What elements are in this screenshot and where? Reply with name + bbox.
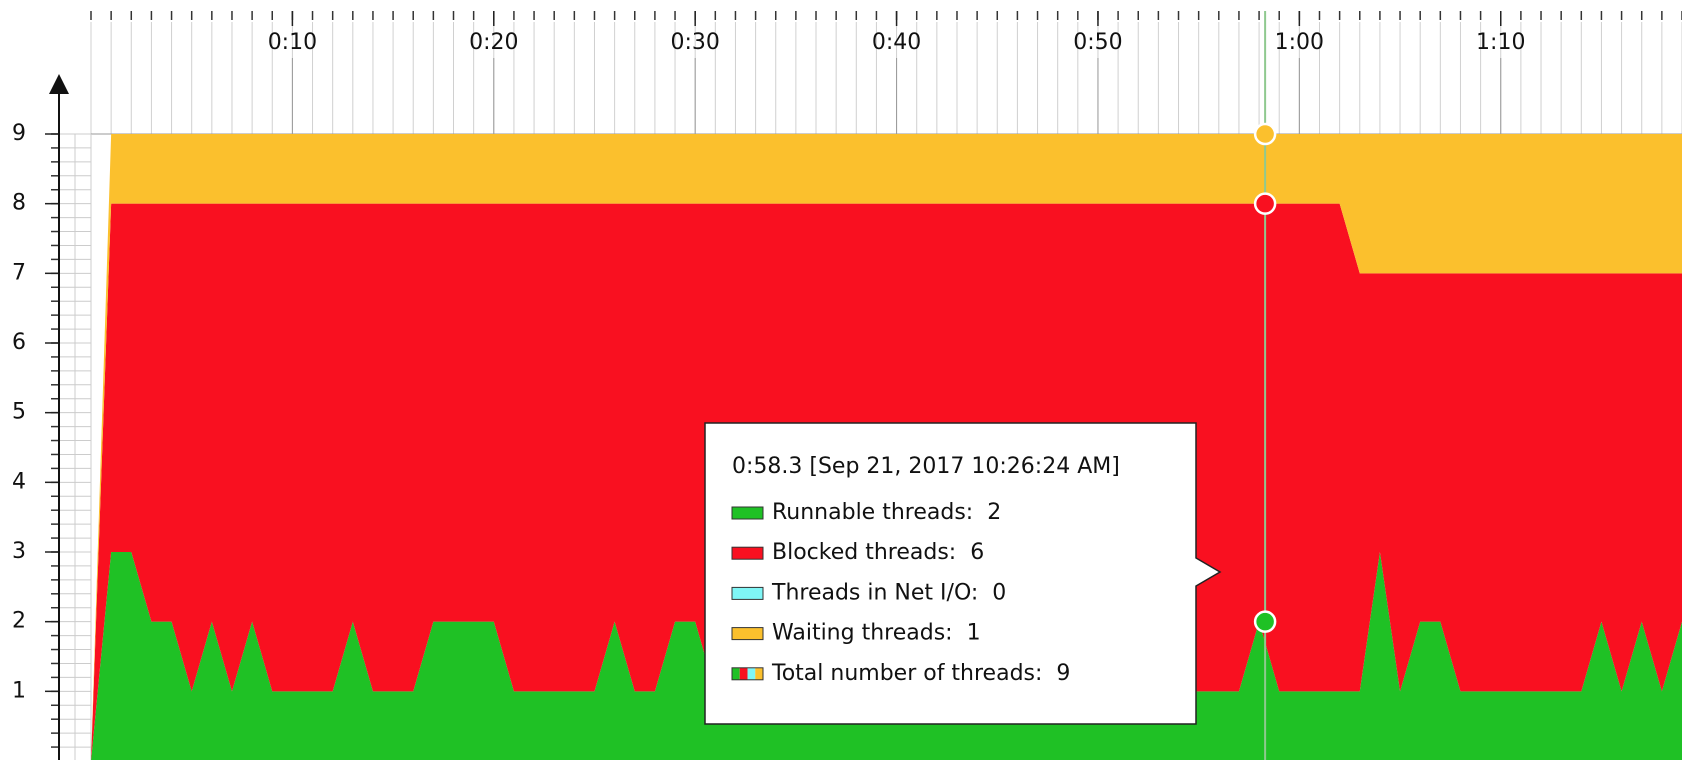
x-tick-label: 0:50 [1073,30,1122,55]
x-tick-label: 1:00 [1275,30,1324,55]
tooltip-item-label: Runnable threads: [772,500,973,525]
x-tick-label: 0:10 [268,30,317,55]
y-tick-label: 6 [12,330,26,355]
tooltip-item-label: Threads in Net I/O: [771,580,978,605]
legend-swatch [755,667,763,680]
area [91,134,1682,760]
tooltip-item-label: Blocked threads: [772,540,956,565]
y-tick-label: 1 [12,678,26,703]
area [91,552,1682,760]
y-tick-label: 4 [12,469,26,494]
cursor-dot [1253,192,1277,215]
x-tick-label: 0:20 [469,30,518,55]
tooltip-item: Threads in Net I/O: 0 [771,580,1006,605]
y-axis-arrow [49,74,69,94]
legend-swatch-border [731,667,764,681]
y-tick-label: 7 [12,260,26,285]
tooltip-item-value: 2 [987,500,1001,525]
tooltip-item-label: Total number of threads: [771,661,1042,686]
tooltip-title: 0:58.3 [Sep 21, 2017 10:26:24 AM] [732,454,1120,479]
tooltip-item: Blocked threads: 6 [772,540,984,565]
tooltip-item-value: 6 [970,540,984,565]
cursor-dot [1253,610,1277,633]
legend-swatch [731,627,764,641]
legend-swatch [731,506,764,520]
tooltip-item: Runnable threads: 2 [772,500,1001,525]
y-tick-label: 8 [12,191,26,216]
y-tick-label: 3 [12,539,26,564]
legend-swatch [732,667,740,680]
tooltip-item-value: 1 [967,621,981,646]
y-tick-label: 9 [12,121,26,146]
tooltip-item-label: Waiting threads: [772,621,953,646]
x-tick-label: 0:30 [670,30,719,55]
legend-swatch [731,586,764,600]
tooltip-item: Total number of threads: 9 [771,661,1070,686]
legend-swatch [731,546,764,560]
y-tick-label: 2 [12,609,26,634]
legend-swatch [739,667,748,680]
tooltip-box [704,422,1222,725]
y-tick-label: 5 [12,400,26,425]
tooltip-item: Waiting threads: 1 [772,621,981,646]
tooltip-item-value: 9 [1056,661,1070,686]
cursor-dot [1253,122,1277,146]
x-tick-label: 0:40 [872,30,921,55]
legend-swatch [747,667,756,680]
x-tick-label: 1:10 [1476,30,1525,55]
tooltip-item-value: 0 [992,580,1006,605]
